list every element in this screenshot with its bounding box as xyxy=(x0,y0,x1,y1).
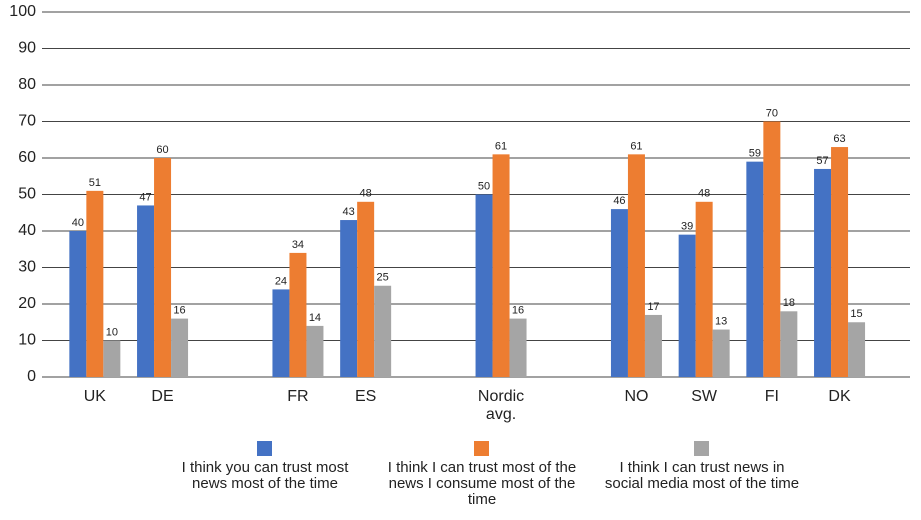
value-label: 14 xyxy=(309,312,321,324)
value-label: 51 xyxy=(89,177,101,189)
y-tick-label: 70 xyxy=(18,113,36,130)
x-tick-label: DE xyxy=(151,388,174,405)
y-tick-label: 0 xyxy=(27,368,36,385)
value-label: 10 xyxy=(106,326,118,338)
value-label: 25 xyxy=(377,272,389,284)
value-label: 24 xyxy=(275,275,287,287)
legend-swatch xyxy=(257,441,272,456)
bar xyxy=(814,168,832,377)
y-tick-label: 80 xyxy=(18,76,36,93)
bar xyxy=(746,161,764,377)
bar xyxy=(848,322,866,377)
bar xyxy=(695,201,713,377)
bar xyxy=(357,201,375,377)
value-label: 59 xyxy=(749,148,761,160)
bar xyxy=(103,340,121,377)
legend-swatch xyxy=(474,441,489,456)
value-label: 43 xyxy=(343,206,355,218)
x-tick-label: FI xyxy=(764,388,779,405)
bar xyxy=(644,314,662,377)
bar xyxy=(69,231,87,377)
x-tick-label: DK xyxy=(828,388,851,405)
x-tick-label: ES xyxy=(354,388,377,405)
y-tick-label: 50 xyxy=(18,186,36,203)
bar xyxy=(340,220,358,377)
y-tick-label: 60 xyxy=(18,149,36,166)
value-label: 57 xyxy=(816,155,828,167)
value-label: 13 xyxy=(715,315,727,327)
value-label: 40 xyxy=(72,217,84,229)
y-tick-label: 10 xyxy=(18,332,36,349)
y-tick-label: 90 xyxy=(18,40,36,57)
bar xyxy=(610,209,628,377)
bar xyxy=(509,318,527,377)
value-label: 63 xyxy=(833,133,845,145)
bar xyxy=(780,311,798,377)
value-label: 61 xyxy=(630,140,642,152)
bar xyxy=(154,158,172,377)
value-label: 47 xyxy=(139,191,151,203)
bar xyxy=(712,329,730,377)
value-label: 39 xyxy=(681,221,693,233)
value-label: 17 xyxy=(647,301,659,313)
value-label: 16 xyxy=(512,305,524,317)
bar xyxy=(306,325,324,377)
legend-label: I think I can trust news in social media… xyxy=(604,459,800,492)
value-label: 48 xyxy=(360,188,372,200)
y-tick-label: 20 xyxy=(18,295,36,312)
value-label: 16 xyxy=(173,305,185,317)
value-label: 70 xyxy=(766,107,778,119)
y-tick-label: 40 xyxy=(18,222,36,239)
y-tick-label: 30 xyxy=(18,259,36,276)
bar xyxy=(492,154,510,377)
y-tick-label: 100 xyxy=(9,3,36,20)
value-label: 61 xyxy=(495,140,507,152)
value-label: 60 xyxy=(156,144,168,156)
bar xyxy=(289,252,307,377)
x-tick-label: NO xyxy=(624,388,649,405)
x-tick-label: FR xyxy=(287,388,309,405)
x-tick-label: SW xyxy=(691,388,718,405)
value-label: 18 xyxy=(783,297,795,309)
value-label: 48 xyxy=(698,188,710,200)
legend-swatch xyxy=(694,441,709,456)
bar xyxy=(627,154,645,377)
bar xyxy=(86,190,104,377)
bar xyxy=(272,289,290,377)
bar xyxy=(475,194,493,377)
x-tick-label: UK xyxy=(83,388,106,405)
bar xyxy=(137,205,155,377)
legend-label: I think you can trust most news most of … xyxy=(181,459,349,492)
value-label: 15 xyxy=(850,308,862,320)
bar xyxy=(678,234,696,377)
bar xyxy=(763,121,781,377)
value-label: 50 xyxy=(478,180,490,192)
bar xyxy=(831,147,849,377)
bar xyxy=(171,318,189,377)
legend-label: I think I can trust most of the news I c… xyxy=(387,459,577,508)
bar xyxy=(374,285,392,377)
x-tick-label: Nordic avg. xyxy=(477,388,525,423)
value-label: 46 xyxy=(613,195,625,207)
value-label: 34 xyxy=(292,239,304,251)
